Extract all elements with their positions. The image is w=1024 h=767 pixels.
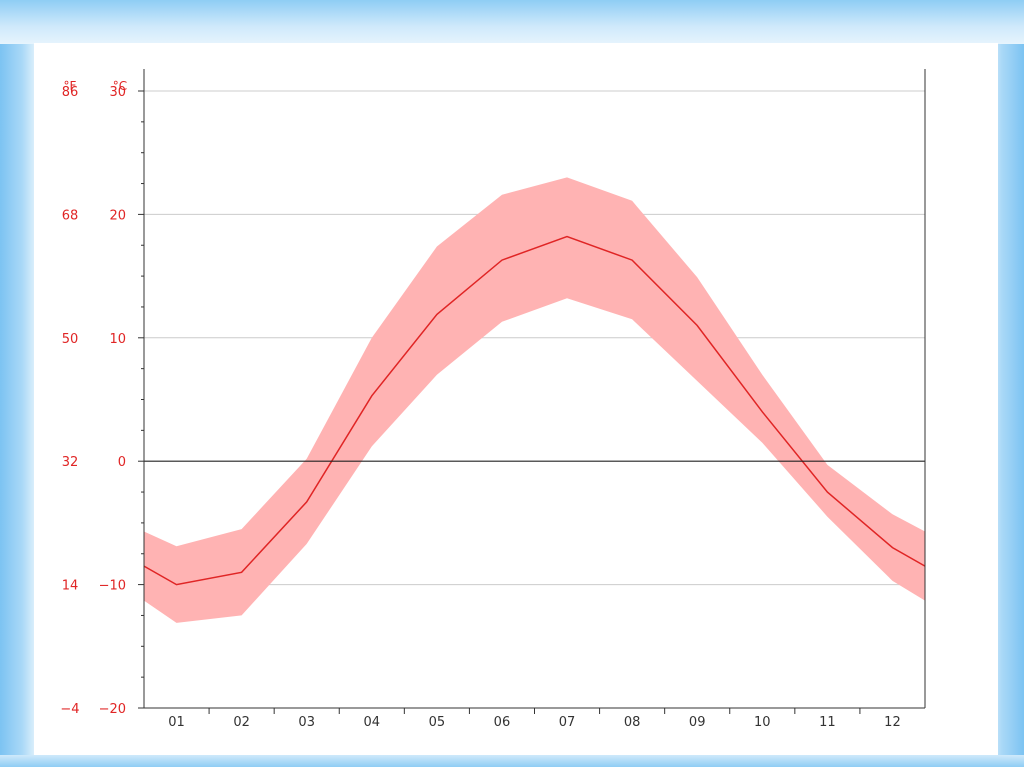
month-label: 12 xyxy=(884,715,901,730)
fahrenheit-tick-label: 32 xyxy=(62,455,79,470)
celsius-tick-label: 0 xyxy=(118,455,126,470)
month-label: 08 xyxy=(624,715,641,730)
celsius-tick-label: 30 xyxy=(109,85,126,100)
background-frame-bottom xyxy=(0,755,1024,767)
month-label: 11 xyxy=(819,715,836,730)
fahrenheit-tick-label: 14 xyxy=(62,579,79,594)
celsius-tick-label: −10 xyxy=(99,579,126,594)
celsius-tick-label: 10 xyxy=(109,332,126,347)
month-label: 03 xyxy=(298,715,315,730)
axes xyxy=(138,69,926,714)
fahrenheit-unit-label: °F xyxy=(64,79,77,93)
month-label: 02 xyxy=(233,715,250,730)
grid-lines xyxy=(144,90,925,586)
month-label: 10 xyxy=(754,715,771,730)
month-label: 04 xyxy=(364,715,381,730)
celsius-tick-label: −20 xyxy=(99,702,126,717)
chart-card: °F °C 86 68 50 32 14 −4 30 20 10 0 −10 −20 01 02 03 0… xyxy=(34,43,998,755)
mean-temperature-line xyxy=(143,235,926,586)
fahrenheit-tick-label: 86 xyxy=(62,85,79,100)
background-frame-top xyxy=(0,0,1024,44)
celsius-tick-labels: 30 20 10 0 −10 −20 xyxy=(99,85,126,717)
fahrenheit-tick-label: −4 xyxy=(60,702,79,717)
month-label: 09 xyxy=(689,715,706,730)
celsius-tick-label: 20 xyxy=(109,208,126,223)
fahrenheit-tick-labels: 86 68 50 32 14 −4 xyxy=(60,85,79,717)
month-tick-labels: 01 02 03 04 05 06 07 08 09 10 11 12 xyxy=(168,715,900,730)
month-label: 05 xyxy=(429,715,446,730)
celsius-unit-label: °C xyxy=(113,79,127,93)
temperature-range-band xyxy=(144,177,925,623)
month-label: 06 xyxy=(494,715,511,730)
month-label: 01 xyxy=(168,715,185,730)
fahrenheit-tick-label: 50 xyxy=(62,332,79,347)
month-label: 07 xyxy=(559,715,576,730)
fahrenheit-tick-label: 68 xyxy=(62,208,79,223)
